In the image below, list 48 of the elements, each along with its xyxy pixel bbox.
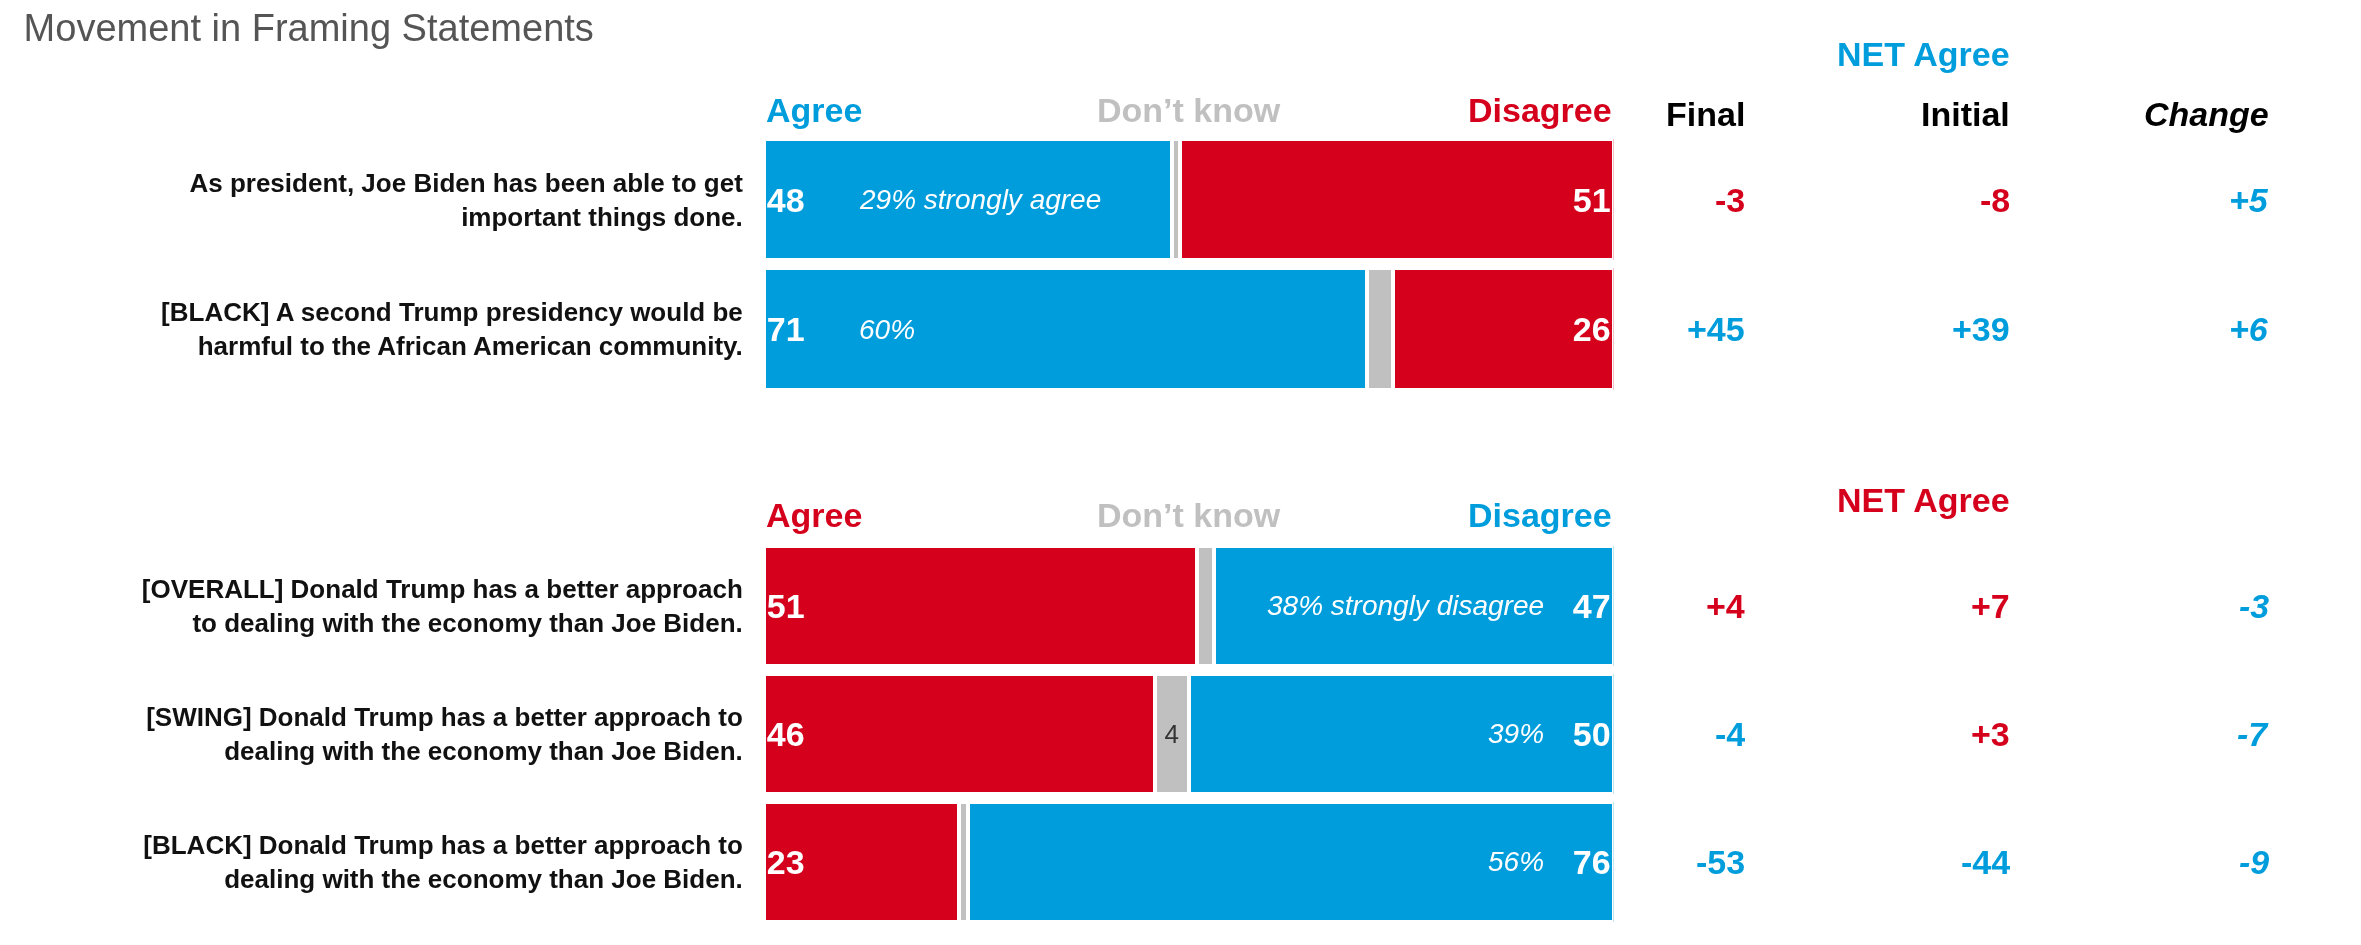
text: +45 (1687, 310, 1745, 348)
data-label: 51 (766, 586, 805, 625)
text: NET Agree (1837, 35, 2010, 73)
text: +39 (1952, 310, 2010, 348)
annotation: 29% strongly agree (859, 184, 1102, 215)
y-tick-label: [OVERALL] Donald Trump has a better approach to dealing with the economy than Joe Biden. (141, 574, 743, 638)
text: -53 (1696, 843, 1746, 881)
annotation: 39% (1488, 718, 1545, 749)
series-label: Agree (766, 91, 863, 129)
text: +6 (2229, 310, 2269, 348)
annotation: 38% strongly disagree (1267, 590, 1545, 621)
data-label: 71 (766, 310, 805, 349)
y-tick-label: [BLACK] Donald Trump has a better approach to dealing with the economy than Joe Biden. (143, 829, 743, 894)
text: Final (1666, 95, 1746, 133)
text: Initial (1921, 95, 2010, 133)
text: -8 (1980, 181, 2011, 219)
text: Change (2144, 95, 2269, 133)
data-label: 48 (766, 180, 805, 219)
annotation: 56% (1488, 846, 1545, 877)
text: NET Agree (1837, 481, 2010, 519)
text: +3 (1971, 715, 2010, 753)
data-label: 51 (1572, 180, 1611, 219)
text: +4 (1706, 587, 1745, 625)
series-label: Agree (766, 496, 863, 534)
text: Movement in Framing Statements (23, 6, 594, 49)
y-tick-label: [SWING] Donald Trump has a better approach to dealing with the economy than Joe Biden. (146, 702, 743, 766)
text: +5 (2229, 181, 2269, 219)
series-label: Don’t know (1097, 496, 1281, 534)
data-label: 50 (1572, 714, 1611, 753)
data-label: 4 (1164, 718, 1179, 749)
annotation: 60% (859, 314, 916, 345)
text: -3 (2239, 587, 2270, 625)
text: -3 (1715, 181, 1746, 219)
text: -7 (2237, 715, 2270, 753)
series-label: Disagree (1468, 91, 1612, 129)
data-label: 46 (766, 714, 805, 753)
text: +7 (1971, 587, 2010, 625)
series-label: Disagree (1468, 496, 1612, 534)
series-label: Don’t know (1097, 91, 1281, 129)
data-label: 47 (1572, 586, 1611, 625)
text: -44 (1961, 843, 2011, 881)
y-tick-label: As president, Joe Biden has been able to get important things done. (189, 167, 744, 232)
data-label: 26 (1572, 310, 1611, 349)
text: -9 (2239, 843, 2270, 881)
y-tick-label: [BLACK] A second Trump presidency would be harmful to the African American community. (161, 297, 743, 362)
data-label: 76 (1572, 842, 1611, 881)
text: -4 (1715, 715, 1746, 753)
data-label: 23 (766, 842, 805, 881)
